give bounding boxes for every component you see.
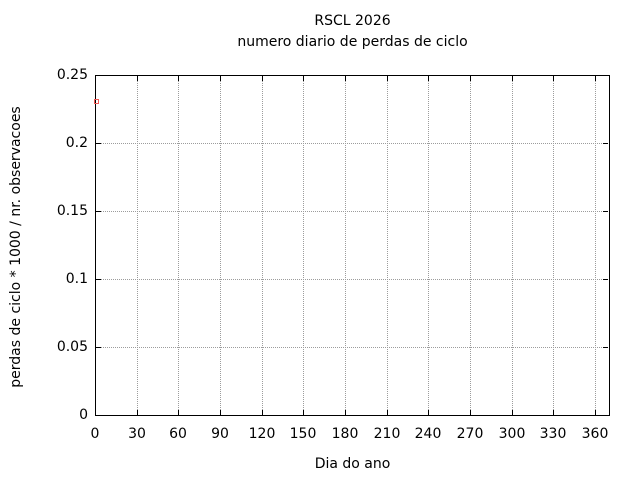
chart-subtitle: numero diario de perdas de ciclo	[237, 34, 468, 50]
y-tick-label: 0	[79, 407, 88, 423]
y-gridline	[96, 143, 608, 144]
data-point-marker	[94, 99, 99, 104]
x-tick-mirror	[262, 76, 263, 81]
x-tick-label: 300	[498, 426, 526, 442]
x-tick	[553, 410, 554, 415]
x-tick-label: 180	[331, 426, 359, 442]
x-tick-label: 90	[211, 426, 229, 442]
x-tick	[345, 410, 346, 415]
x-gridline	[553, 76, 554, 414]
x-tick-label: 240	[414, 426, 442, 442]
y-tick	[96, 211, 101, 212]
x-tick	[220, 410, 221, 415]
x-axis-label: Dia do ano	[314, 456, 391, 472]
x-tick-mirror	[345, 76, 346, 81]
y-tick	[96, 279, 101, 280]
x-tick-mirror	[595, 76, 596, 81]
x-tick	[137, 410, 138, 415]
x-tick-label: 120	[248, 426, 276, 442]
x-tick	[303, 410, 304, 415]
x-tick-mirror	[387, 76, 388, 81]
x-tick	[387, 410, 388, 415]
x-tick-label: 330	[539, 426, 567, 442]
x-tick-mirror	[178, 76, 179, 81]
y-tick-mirror	[603, 415, 608, 416]
y-tick-mirror	[603, 279, 608, 280]
y-tick	[96, 143, 101, 144]
x-gridline	[262, 76, 263, 414]
x-tick-label: 150	[289, 426, 317, 442]
y-tick-mirror	[603, 211, 608, 212]
x-tick-label: 270	[456, 426, 484, 442]
y-tick	[96, 347, 101, 348]
x-tick-mirror	[95, 76, 96, 81]
x-tick-label: 360	[581, 426, 609, 442]
x-gridline	[428, 76, 429, 414]
x-gridline	[387, 76, 388, 414]
x-tick-mirror	[220, 76, 221, 81]
x-tick	[178, 410, 179, 415]
plot-area	[95, 75, 610, 416]
x-tick-mirror	[303, 76, 304, 81]
x-tick	[428, 410, 429, 415]
x-tick-mirror	[553, 76, 554, 81]
x-tick-mirror	[512, 76, 513, 81]
x-gridline	[345, 76, 346, 414]
x-tick	[262, 410, 263, 415]
x-gridline	[137, 76, 138, 414]
chart-title: RSCL 2026	[314, 13, 391, 29]
y-tick-label: 0.1	[65, 271, 88, 287]
x-tick	[595, 410, 596, 415]
x-tick-label: 0	[90, 426, 100, 442]
y-tick-label: 0.2	[65, 135, 88, 151]
y-tick-mirror	[603, 347, 608, 348]
x-tick-label: 30	[128, 426, 146, 442]
x-gridline	[220, 76, 221, 414]
y-tick-mirror	[603, 143, 608, 144]
x-gridline	[512, 76, 513, 414]
y-gridline	[96, 211, 608, 212]
y-gridline	[96, 279, 608, 280]
y-tick	[96, 75, 101, 76]
x-gridline	[470, 76, 471, 414]
x-tick-mirror	[428, 76, 429, 81]
y-tick-label: 0.15	[56, 203, 88, 219]
x-gridline	[303, 76, 304, 414]
y-tick-label: 0.05	[56, 339, 88, 355]
x-tick-mirror	[470, 76, 471, 81]
x-tick-mirror	[137, 76, 138, 81]
x-tick	[512, 410, 513, 415]
x-tick	[95, 410, 96, 415]
x-tick	[470, 410, 471, 415]
y-tick-mirror	[603, 75, 608, 76]
y-gridline	[96, 347, 608, 348]
y-tick-label: 0.25	[56, 67, 88, 83]
x-gridline	[178, 76, 179, 414]
x-tick-label: 210	[373, 426, 401, 442]
x-tick-label: 60	[169, 426, 187, 442]
x-gridline	[595, 76, 596, 414]
y-tick	[96, 415, 101, 416]
